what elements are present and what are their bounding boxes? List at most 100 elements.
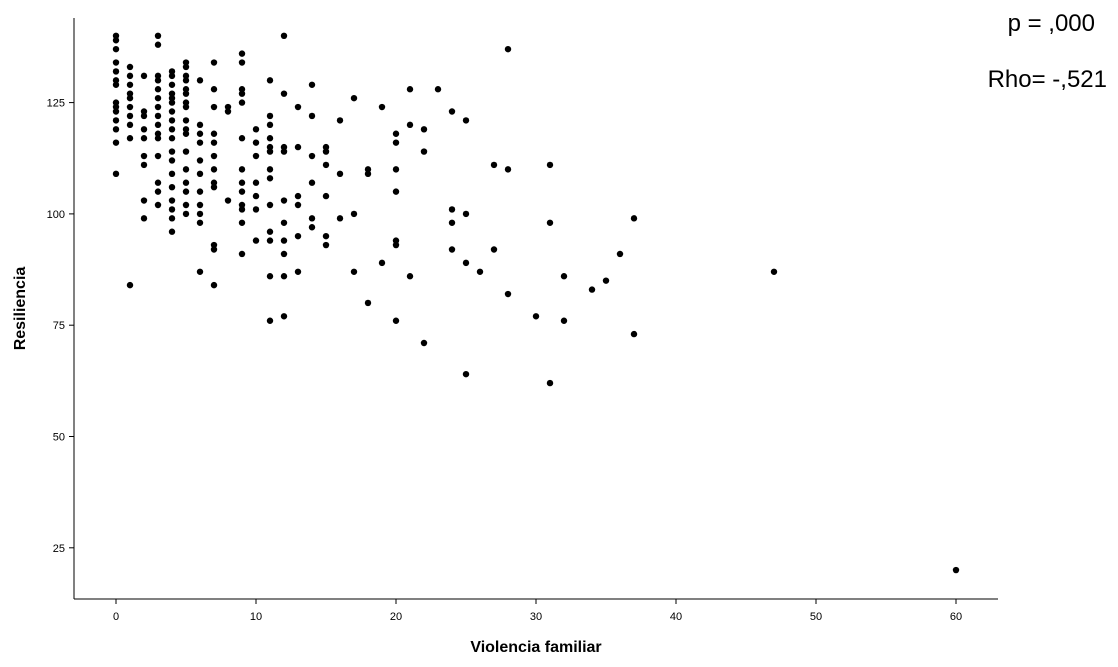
- data-point: [238, 135, 246, 142]
- data-point: [462, 210, 470, 218]
- data-point: [182, 117, 190, 124]
- data-point: [238, 179, 246, 186]
- data-point: [182, 126, 190, 133]
- data-point: [126, 72, 134, 80]
- data-point: [350, 94, 358, 102]
- data-point: [140, 135, 148, 142]
- data-point: [322, 143, 330, 151]
- data-point: [154, 188, 162, 195]
- data-point: [392, 317, 400, 324]
- data-point: [154, 86, 162, 93]
- y-tick-label: 100: [47, 209, 65, 221]
- data-point: [616, 250, 624, 258]
- data-point: [182, 148, 190, 155]
- data-point: [182, 103, 190, 111]
- data-point: [182, 72, 190, 80]
- data-point: [224, 197, 232, 204]
- y-ticks: 25 50 75 100 125: [47, 98, 74, 555]
- data-point: [420, 148, 428, 155]
- data-point: [196, 219, 204, 226]
- data-point: [238, 250, 246, 258]
- data-point: [952, 566, 960, 574]
- y-tick-label: 25: [53, 543, 65, 555]
- data-point: [196, 77, 204, 84]
- data-point: [168, 228, 176, 235]
- data-point: [182, 210, 190, 218]
- y-tick-label: 75: [53, 320, 65, 332]
- data-point: [490, 161, 498, 169]
- data-point: [392, 188, 400, 195]
- data-point: [182, 166, 190, 173]
- data-point: [168, 117, 176, 124]
- x-tick-label: 0: [113, 611, 119, 623]
- data-point: [196, 188, 204, 195]
- data-point: [168, 68, 176, 75]
- data-point: [266, 166, 274, 173]
- data-point: [126, 63, 134, 71]
- data-point: [140, 126, 148, 133]
- data-point: [560, 317, 568, 324]
- data-point: [210, 166, 218, 173]
- x-axis-title: Violencia familiar: [470, 639, 601, 656]
- data-point: [224, 103, 232, 111]
- data-point: [154, 112, 162, 120]
- data-point: [112, 37, 120, 44]
- y-tick-label: 50: [53, 431, 65, 443]
- data-point: [266, 148, 274, 155]
- data-point: [532, 313, 540, 320]
- data-point: [266, 135, 274, 142]
- data-point: [308, 152, 316, 160]
- data-point: [434, 86, 442, 93]
- data-point: [308, 224, 316, 231]
- data-point: [770, 268, 778, 275]
- data-point: [112, 77, 120, 84]
- y-tick-label: 125: [47, 98, 65, 110]
- data-point: [602, 277, 610, 284]
- data-point: [238, 219, 246, 226]
- data-point: [308, 179, 316, 186]
- data-point: [406, 121, 414, 129]
- data-point: [294, 192, 302, 200]
- data-point: [322, 232, 330, 240]
- data-point: [182, 188, 190, 195]
- data-point: [448, 206, 456, 213]
- data-point: [168, 90, 176, 97]
- data-point: [294, 201, 302, 209]
- data-point: [476, 268, 484, 275]
- data-point: [392, 241, 400, 249]
- data-point: [490, 246, 498, 253]
- data-point: [112, 68, 120, 75]
- data-point: [266, 175, 274, 182]
- data-point: [462, 259, 470, 267]
- data-point: [504, 290, 512, 298]
- data-point: [294, 143, 302, 151]
- data-point: [238, 166, 246, 173]
- data-point: [280, 90, 288, 97]
- data-point: [140, 72, 148, 80]
- data-point: [392, 237, 400, 244]
- data-point: [294, 103, 302, 111]
- data-point: [112, 45, 120, 53]
- data-point: [364, 166, 372, 173]
- data-point: [238, 206, 246, 213]
- data-point: [168, 183, 176, 191]
- data-point: [182, 179, 190, 186]
- data-point: [448, 246, 456, 253]
- data-point: [196, 121, 204, 129]
- data-point: [280, 313, 288, 320]
- data-point: [392, 130, 400, 137]
- data-point: [322, 148, 330, 155]
- data-point: [168, 135, 176, 142]
- p-value-annotation: p = ,000: [1008, 10, 1095, 37]
- data-point: [280, 32, 288, 40]
- data-point: [294, 232, 302, 240]
- data-point: [112, 139, 120, 146]
- data-point: [378, 103, 386, 111]
- data-point: [168, 94, 176, 102]
- data-point: [154, 32, 162, 40]
- data-point: [252, 179, 260, 186]
- data-point: [126, 94, 134, 102]
- data-point: [322, 192, 330, 200]
- data-point: [168, 215, 176, 222]
- data-point: [196, 130, 204, 137]
